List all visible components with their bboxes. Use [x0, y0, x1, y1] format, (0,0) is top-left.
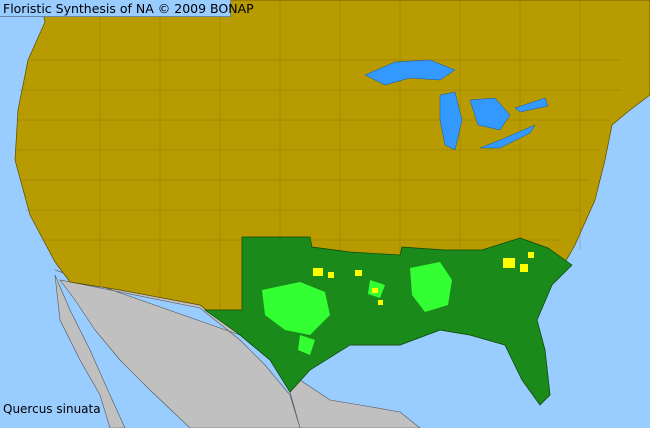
native-counties — [262, 262, 452, 355]
range-states-present — [203, 236, 573, 406]
county-grid — [16, 0, 620, 360]
map-title: Floristic Synthesis of NA © 2009 BONAP — [0, 0, 254, 17]
species-label: Quercus sinuata — [3, 402, 101, 416]
rare-counties — [313, 252, 534, 305]
great-lakes — [364, 59, 549, 151]
